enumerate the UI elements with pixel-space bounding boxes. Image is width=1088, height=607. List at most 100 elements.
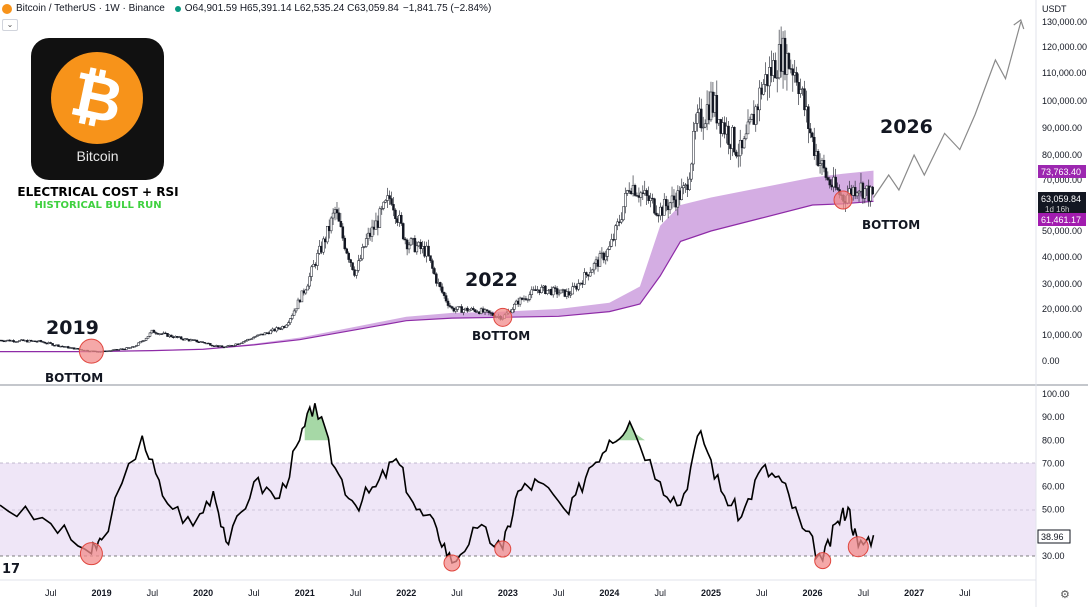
gear-icon[interactable]: ⚙	[1060, 589, 1070, 601]
price-candle	[799, 89, 802, 94]
price-tick-label: 130,000.00	[1042, 17, 1087, 27]
price-candle	[512, 304, 516, 310]
price-candle	[392, 204, 395, 211]
price-candle	[680, 187, 684, 200]
price-candle	[653, 198, 656, 214]
price-candle	[275, 327, 278, 332]
bitcoin-coin-icon	[51, 52, 143, 144]
price-candle	[363, 246, 366, 248]
market-status-icon	[174, 6, 181, 12]
price-candle	[347, 252, 350, 260]
price-candle	[567, 291, 571, 296]
price-candle	[688, 178, 691, 190]
price-candle	[146, 336, 150, 339]
price-candle	[530, 289, 534, 295]
cost-band-lower-line	[0, 200, 874, 353]
price-candle	[409, 238, 413, 246]
price-candle	[699, 108, 703, 129]
bottom-label-2022: BOTTOM	[472, 329, 530, 343]
price-candle	[787, 53, 791, 69]
price-candle	[546, 290, 549, 294]
symbol-title[interactable]: Bitcoin / TetherUS · 1W · Binance	[16, 3, 165, 14]
price-candle	[403, 238, 407, 241]
rsi-badge-text: 38.96	[1041, 532, 1064, 542]
price-candle	[662, 199, 666, 216]
price-candle	[29, 339, 33, 342]
price-candle	[703, 123, 707, 128]
price-candle	[269, 330, 273, 335]
price-candle	[138, 341, 142, 344]
price-candle	[460, 306, 463, 313]
price-candle	[337, 212, 341, 222]
upper-band-badge-text: 73,763.40	[1041, 167, 1081, 177]
price-candle	[444, 295, 448, 302]
price-tick-label: 80,000.00	[1042, 150, 1082, 160]
price-candle	[294, 308, 298, 312]
price-candle	[263, 332, 267, 336]
price-candle	[836, 187, 839, 190]
price-candle	[438, 282, 442, 288]
price-candle	[250, 338, 253, 340]
price-candle	[203, 342, 206, 344]
price-candle	[622, 206, 625, 221]
price-candle	[287, 322, 290, 326]
price-candle	[442, 292, 446, 296]
time-tick-label: Jul	[248, 588, 260, 598]
time-tick-label: 2022	[396, 588, 416, 598]
price-tick-label: 30,000.00	[1042, 279, 1082, 289]
price-candle	[585, 272, 588, 275]
price-candle	[400, 214, 403, 224]
collapse-legend-button[interactable]: ⌄	[2, 19, 18, 31]
price-candle	[694, 123, 697, 132]
price-candle	[608, 246, 611, 250]
price-tick-label: 90,000.00	[1042, 123, 1082, 133]
time-tick-label: Jul	[350, 588, 362, 598]
price-tick-label: 50,000.00	[1042, 226, 1082, 236]
price-badge-text: 63,059.84	[1041, 194, 1081, 204]
price-candle	[544, 285, 547, 294]
price-candle	[598, 253, 602, 267]
price-change: −1,841.75 (−2.84%)	[402, 3, 492, 14]
price-candle	[370, 226, 374, 237]
price-candle	[355, 270, 358, 276]
price-candle	[824, 167, 828, 178]
time-tick-label: 2023	[498, 588, 518, 598]
time-tick-label: Jul	[553, 588, 565, 598]
rsi-tick-label: 30.00	[1042, 551, 1065, 561]
price-candle	[427, 245, 430, 256]
cost-band-fill	[0, 170, 874, 352]
bottom-marker	[814, 552, 832, 570]
price-candle	[129, 347, 132, 349]
time-axis[interactable]: Jul 2019 Jul 2020 Jul 2021 Jul 2022 Jul 2023 Jul 20…	[45, 588, 971, 598]
price-candle	[791, 68, 795, 76]
rsi-badge	[1037, 529, 1071, 544]
rsi-zone	[0, 463, 1036, 556]
price-candle	[380, 208, 384, 210]
price-candle	[255, 335, 259, 337]
price-candle	[415, 245, 419, 253]
rsi-line	[0, 403, 875, 564]
ohlc-close: C63,059.84	[347, 3, 399, 14]
price-candle	[133, 346, 136, 348]
price-candle	[553, 287, 557, 289]
price-candle	[51, 343, 54, 346]
price-candle	[762, 84, 765, 95]
rsi-overbought-fill	[614, 421, 645, 441]
price-candle	[754, 106, 758, 125]
price-candle	[160, 333, 163, 335]
price-candle	[855, 192, 859, 197]
price-candle	[557, 292, 561, 295]
price-candle	[316, 253, 319, 266]
bitcoin-symbol-icon: ₿	[64, 56, 130, 139]
tradingview-logo-icon[interactable]: 17	[2, 562, 21, 577]
price-candle	[474, 309, 477, 313]
price-axis[interactable]: 130,000.00 120,000.00 110,000.00 100,000.00…	[1042, 17, 1087, 366]
price-candle	[528, 294, 532, 300]
ohlc-open: O64,901.59	[184, 3, 238, 14]
price-candle	[144, 338, 148, 341]
price-tick-label: 40,000.00	[1042, 252, 1082, 262]
price-candle	[645, 190, 648, 196]
price-candle	[322, 238, 325, 253]
price-candle	[863, 188, 867, 199]
